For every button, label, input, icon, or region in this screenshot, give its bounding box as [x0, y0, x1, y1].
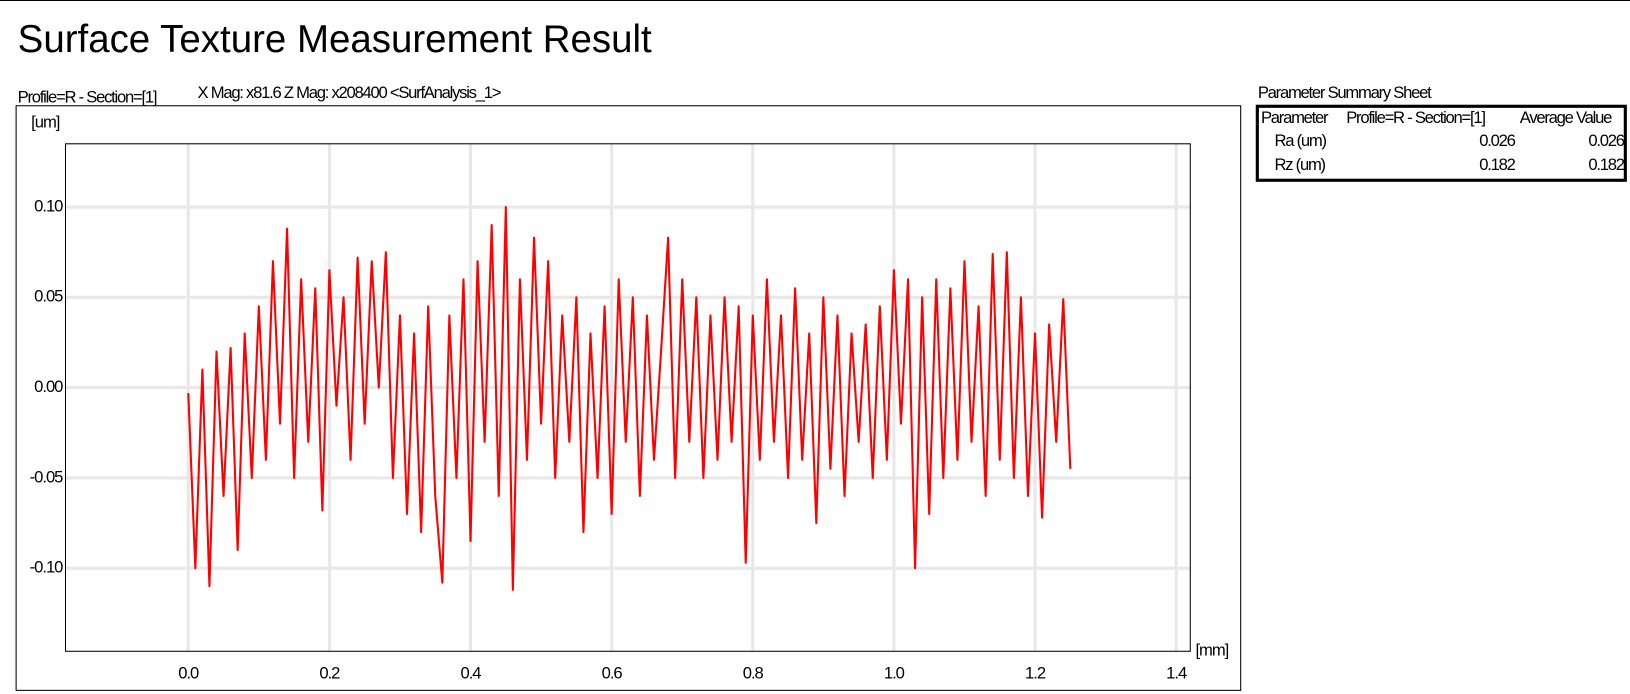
- summary-frame: [1255, 104, 1627, 182]
- summary-title: Parameter Summary Sheet: [1258, 83, 1432, 102]
- x-tick-label: 1.4: [1166, 664, 1187, 683]
- y-tick-label: 0.00: [34, 377, 63, 396]
- x-tick-label: 1.2: [1025, 664, 1046, 683]
- row-label: Ra (um): [1274, 131, 1326, 150]
- plot-area: 0.10 0.05 0.00 -0.05 -0.10 0.0 0.2 0.4 0.6 0.8 1.0…: [30, 143, 1191, 683]
- plot-frame: [64, 143, 1191, 652]
- column-header: Average Value: [1520, 108, 1612, 127]
- x-tick-label: 0.8: [743, 664, 764, 683]
- cell: 0.182: [1588, 155, 1624, 174]
- chart-frame: [15, 105, 1242, 691]
- x-tick-label: 0.4: [461, 664, 482, 683]
- x-tick-label: 0.2: [319, 664, 340, 683]
- column-header: Profile=R - Section=[1]: [1346, 108, 1485, 127]
- cell: 0.182: [1479, 155, 1515, 174]
- page-title: Surface Texture Measurement Result: [18, 18, 652, 61]
- row-label: Rz (um): [1274, 155, 1325, 174]
- cell: 0.026: [1479, 131, 1515, 150]
- y-tick-label: 0.10: [34, 196, 63, 215]
- x-tick-label: 0.6: [602, 664, 623, 683]
- chart-title: Profile=R - Section=[1]: [18, 87, 157, 106]
- y-tick-label: 0.05: [34, 287, 63, 306]
- x-axis-label: [mm]: [1195, 641, 1228, 660]
- x-tick-label: 0.0: [178, 664, 199, 683]
- y-axis-label: [um]: [31, 112, 60, 131]
- column-header: Parameter: [1261, 108, 1329, 127]
- cell: 0.026: [1588, 131, 1624, 150]
- profile-line: [187, 205, 1072, 591]
- y-tick-label: -0.10: [30, 558, 63, 577]
- y-tick-label: -0.05: [30, 467, 63, 486]
- chart-subtitle: X Mag: x81.6 Z Mag: x208400 <SurfAnalysi…: [198, 83, 501, 102]
- x-tick-label: 1.0: [884, 664, 905, 683]
